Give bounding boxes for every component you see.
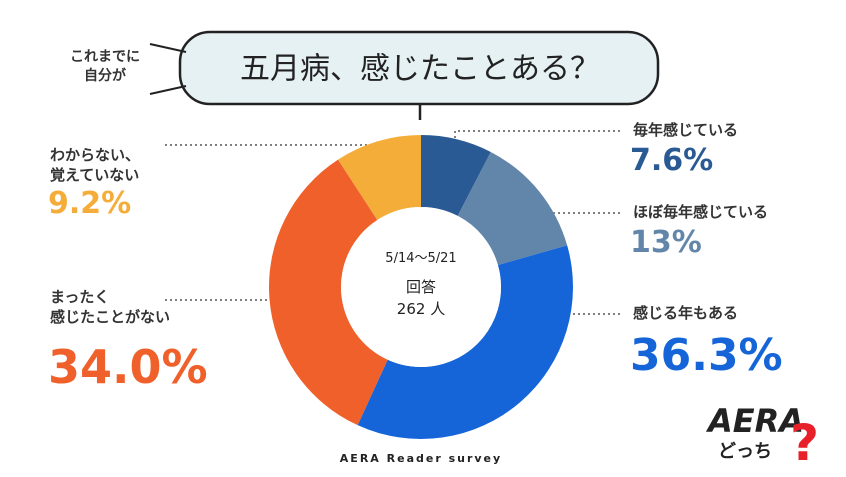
title-prefix: これまでに 自分が (70, 49, 140, 84)
value-label: 36.3% (630, 330, 783, 381)
logo-mark: ? (790, 414, 819, 472)
bubble-stroke (149, 85, 187, 95)
center-text: 5/14～5/21 (385, 251, 456, 266)
category-label: まったく 感じたことがない (50, 288, 171, 326)
donut-slice (457, 151, 568, 266)
category-label: ほぼ毎年感じている (633, 203, 769, 221)
value-label: 34.0% (48, 340, 208, 394)
logo-brand: AERA (705, 402, 804, 440)
value-label: 9.2% (48, 186, 132, 221)
donut-slice (357, 245, 573, 439)
donut-hole (341, 207, 501, 367)
source: AERA Reader survey (340, 452, 502, 465)
logo-sub: どっち (718, 441, 772, 462)
category-label: わからない、 覚えていない (50, 146, 141, 184)
donut-slice (421, 135, 491, 216)
value-label: 13% (630, 225, 702, 260)
donut-slice (269, 159, 388, 426)
donut-slice (338, 135, 421, 220)
category-label: 毎年感じている (633, 121, 739, 139)
value-label: 7.6% (630, 143, 714, 178)
center-text: 回答 (406, 278, 436, 296)
category-label: 感じる年もある (633, 304, 739, 322)
center-text: 262 人 (397, 300, 445, 318)
chart-title: 五月病、感じたことある？ (240, 52, 600, 87)
bubble-stroke (149, 43, 187, 53)
